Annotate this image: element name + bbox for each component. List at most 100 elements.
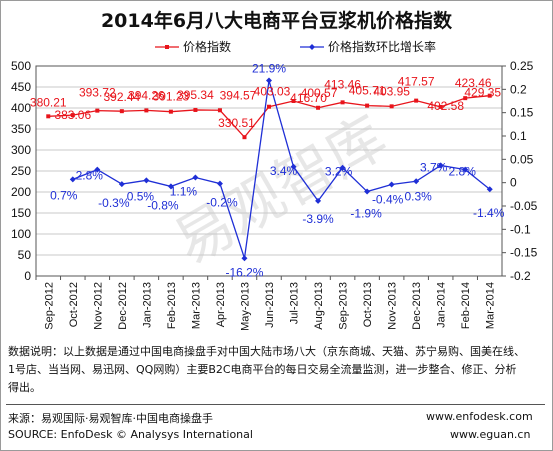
source-en: SOURCE: EnfoDesk © Analysys Internationa… [8,428,253,441]
data-point-price-index [193,107,198,112]
y-left-tick-label: 250 [11,164,31,178]
y-right-tick-label: -0.2 [510,269,531,283]
data-point-price-index [389,104,394,109]
data-label-growth-rate: 3.2% [325,165,353,179]
data-label-price-index: 429.35 [464,86,501,100]
y-left-tick-label: 450 [11,80,31,94]
data-label-growth-rate: 0.3% [404,189,432,203]
data-point-growth-rate [192,174,199,181]
data-label-price-index: 416.70 [290,91,327,105]
data-point-price-index [463,96,468,101]
y-left-tick-label: 400 [11,101,31,115]
data-label-price-index: 417.57 [398,75,435,89]
data-label-price-index: 403.95 [373,84,410,98]
data-point-growth-rate [266,77,272,84]
x-tick-label: Oct-2013 [362,282,374,327]
y-right-tick-label: -0.1 [510,222,531,236]
legend-marker-growth-rate [309,44,315,50]
x-tick-label: Oct-2012 [68,282,80,327]
data-point-growth-rate [143,177,150,184]
data-point-growth-rate [290,163,297,170]
data-point-growth-rate [94,166,101,173]
data-point-price-index [168,109,173,114]
x-tick-label: Nov-2012 [92,282,104,330]
x-tick-label: May-2013 [239,282,251,331]
x-tick-label: Apr-2013 [215,282,227,327]
y-left-tick-label: 350 [11,122,31,136]
data-point-price-index [340,100,345,105]
data-label-growth-rate: -1.9% [350,207,382,221]
data-label-price-index: 423.46 [455,76,492,90]
data-point-price-index [217,108,222,113]
data-note-line-2: 1号店、当当网、易迅网、QQ网购）主要B2C电商平台的每日交易全流量监测，进一步… [8,363,517,376]
data-point-growth-rate [118,181,125,188]
y-left-tick-label: 50 [18,248,32,262]
data-label-price-index: 402.58 [427,99,464,113]
data-point-price-index [267,104,271,109]
data-label-price-index: 395.34 [177,88,214,102]
data-point-price-index [438,104,443,109]
data-label-price-index: 405.71 [349,84,386,98]
data-label-price-index: 391.23 [153,90,190,104]
data-label-growth-rate: 2.8% [449,165,477,179]
data-label-growth-rate: 1.1% [170,185,198,199]
data-label-price-index: 330.51 [218,116,255,130]
legend-label-price-index: 价格指数 [183,39,231,54]
series-line-growth-rate [72,80,491,259]
data-point-price-index [119,109,124,114]
data-point-price-index [144,108,149,113]
source-url-enfodesk: www.enfodesk.com [426,410,533,423]
data-point-growth-rate [216,180,223,187]
data-point-growth-rate [388,181,395,188]
source-url-eguan: www.eguan.cn [450,428,531,441]
data-label-growth-rate: 0.5% [127,189,155,203]
y-left-tick-label: 500 [11,59,31,73]
data-point-growth-rate [364,188,371,195]
x-tick-label: Aug-2013 [313,282,325,330]
data-note-line-1: 数据说明：以上数据是通过中国电商操盘手对中国大陆市场八大（京东商城、天猫、苏宁易… [8,345,525,358]
data-label-growth-rate: 21.9% [252,61,286,75]
x-tick-label: Jan-2014 [436,282,448,328]
x-tick-label: Feb-2014 [460,282,472,329]
data-point-price-index [70,113,75,118]
data-label-price-index: 392.44 [103,90,140,104]
data-label-price-index: 403.03 [254,85,291,99]
x-tick-label: Mar-2014 [485,282,497,329]
source-cn: 来源：易观国际·易观智库·中国电商操盘手 [8,412,213,425]
data-label-price-index: 383.06 [54,108,91,122]
data-point-growth-rate [437,162,444,169]
x-tick-label: Jan-2013 [141,282,153,328]
data-point-growth-rate [315,197,322,204]
data-point-growth-rate [462,166,469,173]
x-tick-label: Sep-2013 [338,282,350,330]
x-tick-label: Dec-2012 [117,282,129,330]
data-label-price-index: 413.46 [324,77,361,91]
data-note-line-3: 得出。 [8,381,41,394]
y-right-tick-label: 0.1 [510,129,527,143]
data-label-price-index: 393.72 [79,86,116,100]
data-point-price-index [414,98,419,103]
data-label-growth-rate: 2.8% [76,169,104,183]
data-point-growth-rate [413,178,420,185]
chart-title: 2014年6月八大电商平台豆浆机价格指数 [100,10,453,32]
x-tick-label: Dec-2013 [411,282,423,330]
y-left-tick-label: 200 [11,185,31,199]
data-point-price-index [365,103,370,108]
data-label-price-index: 380.21 [30,95,67,109]
data-point-growth-rate [339,164,346,171]
y-right-tick-label: 0 [510,176,517,190]
data-point-growth-rate [69,176,76,183]
y-right-tick-label: 0.15 [510,106,534,120]
y-right-tick-label: 0.05 [510,152,534,166]
data-point-growth-rate [486,186,493,193]
data-label-growth-rate: -0.3% [98,196,130,210]
x-tick-label: Mar-2013 [190,282,202,329]
data-label-growth-rate: -0.2% [206,196,238,210]
data-label-growth-rate: -0.4% [372,193,404,207]
y-left-tick-label: 150 [11,206,31,220]
data-label-growth-rate: -3.9% [302,212,334,226]
y-right-tick-label: -0.05 [510,199,538,213]
data-label-growth-rate: 0.7% [50,188,78,202]
